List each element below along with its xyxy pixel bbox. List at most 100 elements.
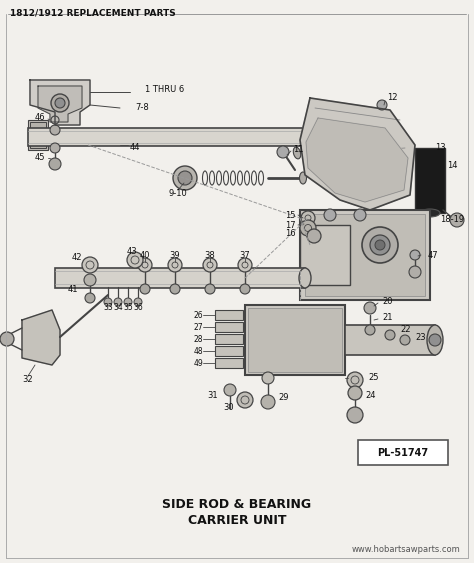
Text: PL-51747: PL-51747 [377,448,428,458]
Circle shape [237,392,253,408]
Bar [215,346,243,356]
Text: 7-8: 7-8 [135,104,149,113]
Bar [305,214,425,296]
Text: 35: 35 [123,303,133,312]
Circle shape [347,407,363,423]
Circle shape [134,298,142,306]
Circle shape [0,332,14,346]
Text: 29: 29 [278,394,289,403]
Circle shape [224,384,236,396]
Polygon shape [38,86,82,122]
Circle shape [104,298,112,306]
Circle shape [450,213,464,227]
Circle shape [34,129,42,137]
Circle shape [261,395,275,409]
Text: 26: 26 [193,311,203,319]
Circle shape [307,229,321,243]
Circle shape [375,240,385,250]
Text: 14: 14 [447,160,457,169]
Circle shape [50,143,60,153]
Text: 25: 25 [368,373,379,382]
Text: 24: 24 [365,391,375,400]
Text: 18-19: 18-19 [440,216,464,225]
Circle shape [51,94,69,112]
Circle shape [429,334,441,346]
Circle shape [410,250,420,260]
Circle shape [400,335,410,345]
Text: 33: 33 [103,303,113,312]
Text: 1812/1912 REPLACEMENT PARTS: 1812/1912 REPLACEMENT PARTS [10,8,176,17]
Circle shape [173,166,197,190]
Ellipse shape [420,209,440,217]
Text: 12: 12 [387,93,398,102]
Text: www.hobartsawparts.com: www.hobartsawparts.com [351,546,460,555]
Text: 11: 11 [293,145,303,154]
Text: 22: 22 [400,325,410,334]
Text: 30: 30 [223,404,234,413]
Text: 1 THRU 6: 1 THRU 6 [145,86,184,95]
Text: 40: 40 [140,251,150,260]
Text: 45: 45 [35,154,46,163]
Bar [28,120,48,150]
Circle shape [140,284,150,294]
Text: 36: 36 [133,303,143,312]
Circle shape [85,293,95,303]
Circle shape [300,220,316,236]
Text: 49: 49 [193,359,203,368]
Circle shape [354,209,366,221]
Text: 48: 48 [193,346,203,355]
Circle shape [362,227,398,263]
Text: 23: 23 [415,333,426,342]
Circle shape [347,372,363,388]
Circle shape [170,284,180,294]
Bar [248,308,342,372]
Text: 34: 34 [113,303,123,312]
Text: 27: 27 [193,323,203,332]
Bar [215,310,243,320]
Bar [300,225,350,285]
Text: 39: 39 [170,251,180,260]
Circle shape [114,298,122,306]
Text: 21: 21 [382,314,392,323]
Text: 13: 13 [435,144,446,153]
Polygon shape [300,98,415,210]
Circle shape [50,125,60,135]
Circle shape [168,258,182,272]
Circle shape [138,258,152,272]
Ellipse shape [293,147,301,159]
Circle shape [262,372,274,384]
Ellipse shape [427,325,443,355]
Bar [215,334,243,344]
Circle shape [348,386,362,400]
Circle shape [51,116,59,124]
Circle shape [277,146,289,158]
Circle shape [324,209,336,221]
Circle shape [82,257,98,273]
Bar [55,268,305,288]
Bar [30,122,46,148]
Circle shape [36,131,40,135]
Text: 17: 17 [285,221,296,230]
Circle shape [301,211,315,225]
Text: 42: 42 [72,252,82,261]
Polygon shape [306,118,408,202]
Circle shape [240,284,250,294]
Circle shape [127,252,143,268]
Text: 28: 28 [193,334,203,343]
Circle shape [49,158,61,170]
Bar [28,128,313,146]
Ellipse shape [299,268,311,288]
Text: 47: 47 [428,251,438,260]
Circle shape [205,284,215,294]
Circle shape [365,325,375,335]
Circle shape [84,274,96,286]
Text: 43: 43 [127,247,137,256]
Bar [215,322,243,332]
Circle shape [124,298,132,306]
Text: 32: 32 [23,376,33,385]
Text: 41: 41 [67,285,78,294]
Circle shape [203,258,217,272]
Circle shape [238,258,252,272]
Text: 44: 44 [130,144,140,153]
Text: 20: 20 [382,297,392,306]
